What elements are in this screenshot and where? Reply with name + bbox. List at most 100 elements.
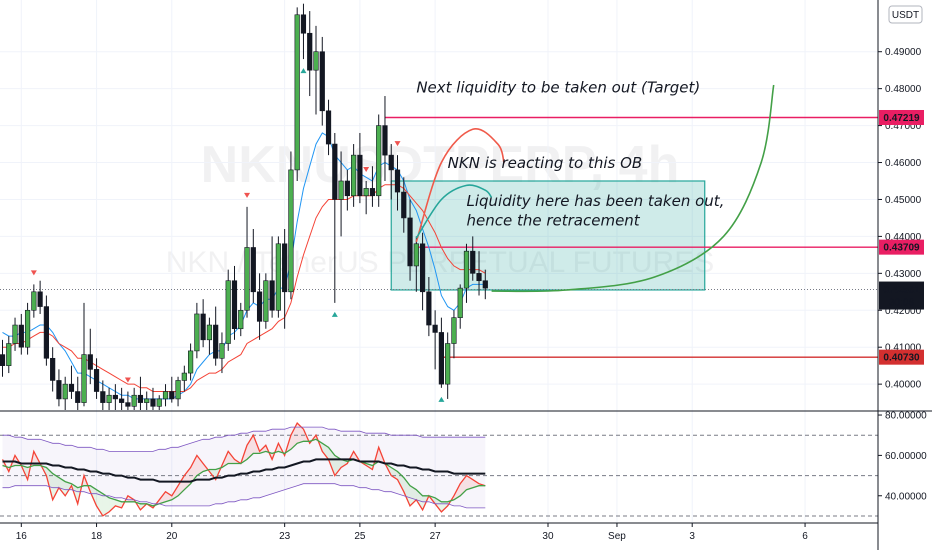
candle[interactable] [68,365,75,399]
candle[interactable] [463,243,470,303]
candle[interactable] [244,206,250,318]
candle[interactable] [407,199,413,281]
projection-curve[interactable] [491,84,775,293]
sell-marker-icon [30,270,37,276]
candle[interactable] [87,328,93,385]
candle[interactable] [382,96,388,181]
candle-body [357,154,363,197]
candle[interactable] [75,376,81,410]
candle[interactable] [194,302,200,359]
projection-curve[interactable] [415,128,505,243]
candle[interactable] [18,313,24,355]
candle[interactable] [206,317,213,355]
currency-selector[interactable]: USDT [888,5,923,24]
candle[interactable] [357,132,363,204]
candle[interactable] [445,332,451,399]
candle[interactable] [325,99,332,156]
candle[interactable] [106,387,112,410]
price-tick-label: 0.42000 [885,306,922,317]
candle[interactable] [0,339,6,377]
candle[interactable] [269,236,275,318]
candle[interactable] [131,387,137,410]
candle[interactable] [338,151,344,237]
candle[interactable] [419,232,426,311]
candle[interactable] [250,229,256,303]
candle[interactable] [150,387,156,410]
candle[interactable] [6,336,12,374]
candle[interactable] [401,177,407,233]
candle[interactable] [81,302,87,407]
candle[interactable] [238,302,244,337]
candle[interactable] [332,132,338,303]
candle[interactable] [288,151,294,300]
candle[interactable] [12,317,18,351]
candle[interactable] [256,273,263,340]
buy-marker-icon [331,311,338,317]
oscillator-cross-fill [84,475,91,492]
candle[interactable] [144,391,150,410]
candle[interactable] [313,25,319,115]
candle[interactable] [188,343,194,381]
oscillator-cross-fill [290,423,298,450]
candle[interactable] [112,384,118,410]
candle[interactable] [307,11,313,97]
time-tick-label: 25 [354,531,366,542]
candle[interactable] [263,273,269,329]
candle[interactable] [482,269,488,300]
candle[interactable] [100,380,106,410]
candle[interactable] [275,236,281,318]
candle[interactable] [451,310,457,359]
candle[interactable] [351,144,357,207]
order-block-zone[interactable] [390,180,706,291]
candle[interactable] [93,358,100,399]
candle[interactable] [476,251,482,296]
candle[interactable] [137,376,144,410]
candle[interactable] [369,166,376,207]
candle[interactable] [24,302,31,355]
candle[interactable] [438,317,445,388]
chart-annotation[interactable]: Liquidity here has been taken out, [466,192,724,210]
candle-body [438,332,445,385]
candle[interactable] [294,7,300,181]
candle[interactable] [37,280,43,314]
candle[interactable] [413,236,419,292]
candle[interactable] [219,332,225,374]
candle[interactable] [62,376,68,410]
candle[interactable] [213,306,219,366]
candle[interactable] [376,114,382,207]
chart-annotation[interactable]: hence the retracement [466,211,640,229]
candle[interactable] [31,284,37,318]
candle[interactable] [181,365,187,392]
candle[interactable] [388,144,394,200]
candle[interactable] [231,265,238,340]
chart-annotation[interactable]: Next liquidity to be taken out (Target) [416,78,700,96]
candle[interactable] [319,36,325,126]
candle[interactable] [225,269,231,351]
candle[interactable] [432,310,438,370]
time-tick-label: 16 [16,531,28,542]
candle[interactable] [457,284,463,329]
candle[interactable] [470,236,476,281]
candle[interactable] [363,180,369,215]
candle[interactable] [426,277,432,337]
candle[interactable] [169,376,175,403]
candle[interactable] [156,395,162,410]
candle[interactable] [50,347,56,392]
candle[interactable] [119,387,125,410]
candle[interactable] [300,3,307,60]
candle[interactable] [56,369,62,407]
candle-body [413,243,419,267]
candle[interactable] [344,169,350,211]
candle[interactable] [175,376,181,407]
projection-curve[interactable] [415,184,493,239]
candle[interactable] [125,391,131,410]
candle[interactable] [200,299,206,348]
candle[interactable] [282,229,288,329]
candle[interactable] [394,155,401,211]
chart-annotation[interactable]: NKN is reacting to this OB [448,154,643,172]
candle[interactable] [162,384,169,407]
candle[interactable] [43,295,49,366]
candle-body [451,317,457,344]
